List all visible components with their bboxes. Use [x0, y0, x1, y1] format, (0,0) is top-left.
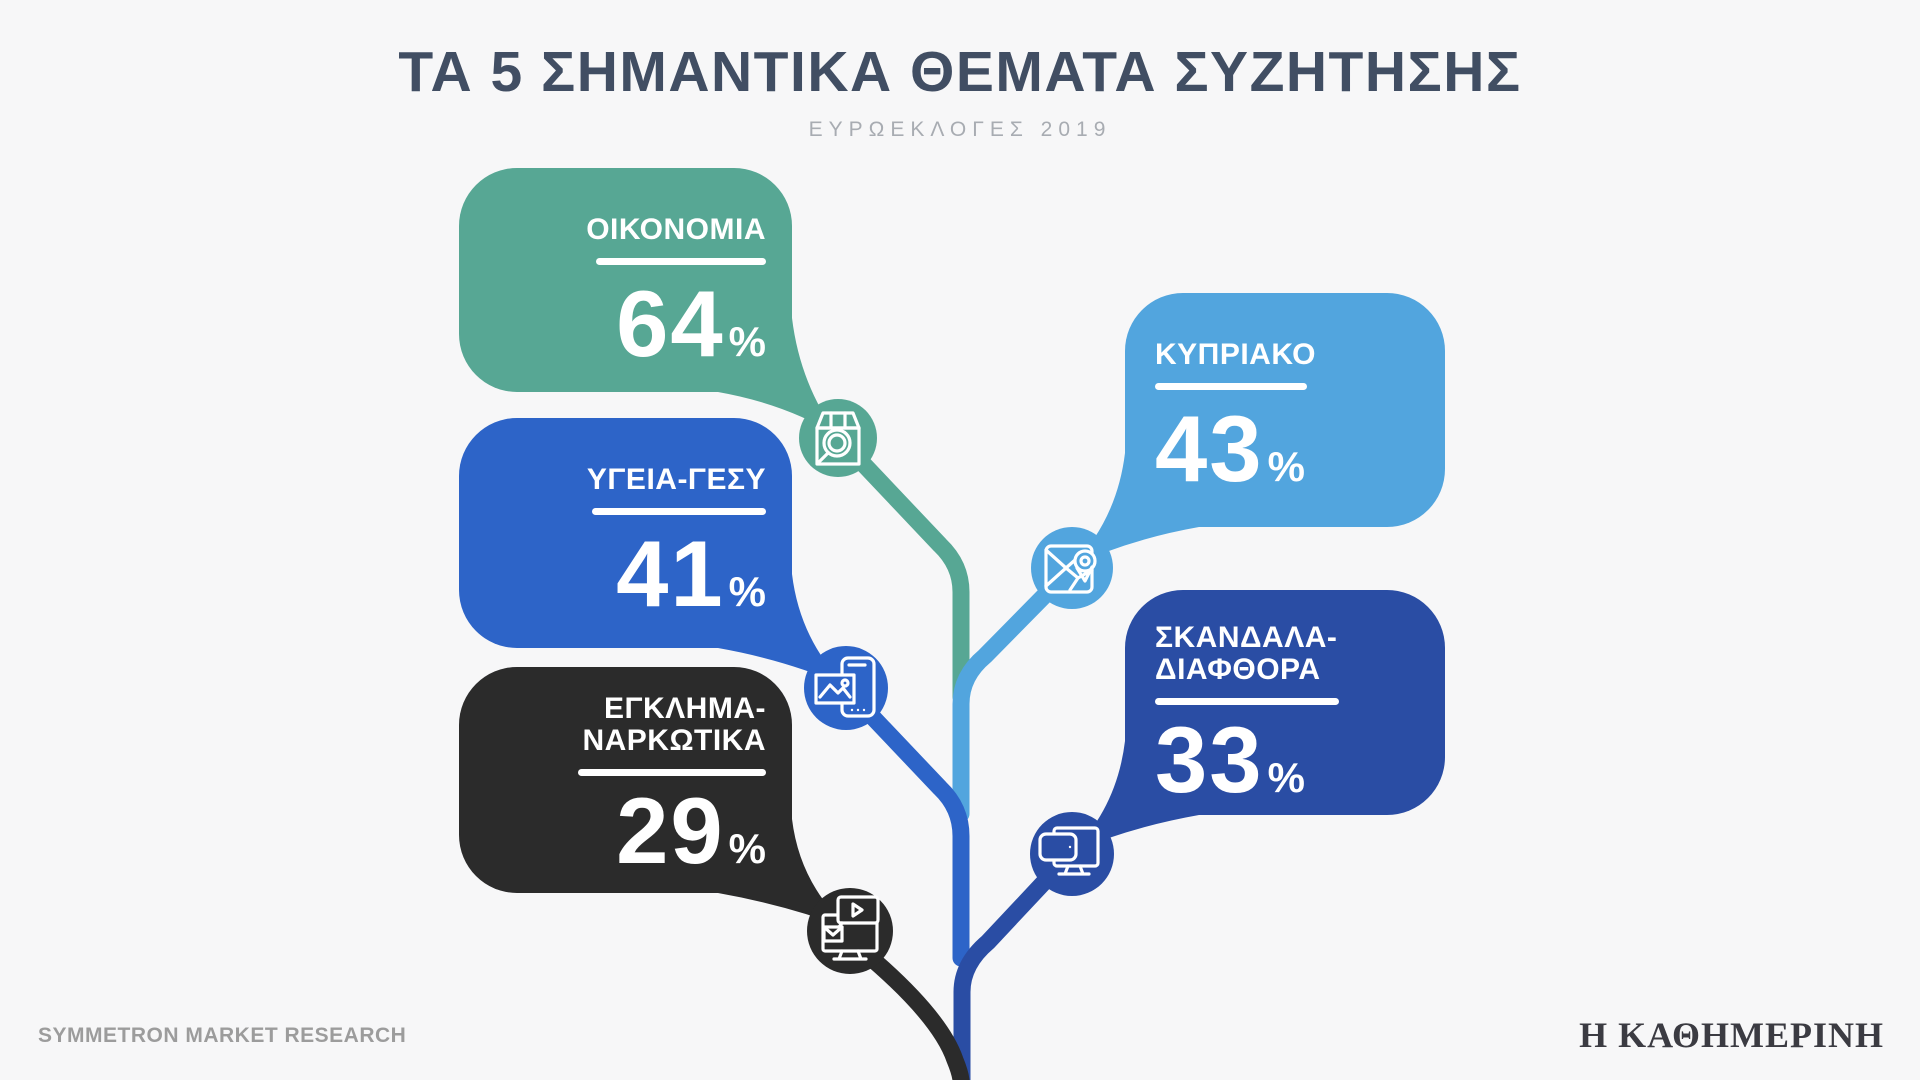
tail-crime: [718, 819, 850, 929]
bubble-label: ΥΓΕΙΑ-ΓΕΣΥ: [586, 463, 766, 496]
subtitle: ΕΥΡΩΕΚΛΟΓΕΣ 2019: [808, 118, 1112, 141]
map-pin-icon: [1044, 544, 1097, 594]
video-monitor-icon: [821, 895, 880, 961]
bubble-label: ΟΙΚΟΝΟΜΙΑ: [586, 213, 766, 246]
phone-photo-icon: [814, 656, 876, 718]
label-underline: [592, 508, 766, 515]
percent: 33 %: [1155, 713, 1305, 807]
percent-value: 33: [1155, 707, 1264, 812]
package-search-icon: [815, 411, 861, 466]
percent-value: 43: [1155, 396, 1264, 501]
percent-unit: %: [728, 825, 766, 872]
tail-health: [718, 574, 846, 686]
publisher-logo: Η ΚΑΘΗΜΕΡΙΝΗ: [1579, 1015, 1884, 1055]
percent-value: 29: [616, 778, 725, 883]
percent-unit: %: [1267, 443, 1305, 490]
branch-cyprus: [952, 583, 1057, 823]
bubble-scandals: ΣΚΑΝΔΑΛΑ- ΔΙΑΦΘΟΡΑ 33 %: [1125, 590, 1445, 815]
percent-unit: %: [728, 318, 766, 365]
percent-value: 41: [616, 521, 725, 626]
percent-value: 64: [616, 271, 725, 376]
bubble-label: ΣΚΑΝΔΑΛΑ- ΔΙΑΦΘΟΡΑ: [1155, 621, 1338, 686]
label-underline: [1155, 383, 1307, 390]
page-title: ΤΑ 5 ΣΗΜΑΝΤΙΚΑ ΘΕΜΑΤΑ ΣΥΖΗΤΗΣΗΣ: [398, 40, 1522, 104]
percent: 64 %: [616, 277, 766, 371]
bubble-economy: ΟΙΚΟΝΟΜΙΑ 64 %: [459, 168, 792, 392]
branches: [843, 443, 1057, 1080]
circle-cyprus: [1031, 527, 1113, 609]
devices-icon: [1038, 826, 1100, 876]
bubble-tails: [718, 318, 1199, 929]
branch-crime: [855, 943, 970, 1080]
bubble-label: ΕΓΚΛΗΜΑ- ΝΑΡΚΩΤΙΚΑ: [582, 692, 766, 757]
percent-unit: %: [728, 568, 766, 615]
label-underline: [578, 769, 766, 776]
bubble-label: ΚΥΠΡΙΑΚΟ: [1155, 338, 1316, 371]
percent-unit: %: [1267, 754, 1305, 801]
label-underline: [596, 258, 766, 265]
tail-cyprus: [1072, 453, 1199, 566]
bubble-cyprus: ΚΥΠΡΙΑΚΟ 43 %: [1125, 293, 1445, 527]
branch-scandals: [953, 869, 1057, 1080]
percent: 41 %: [616, 527, 766, 621]
percent: 43 %: [1155, 402, 1305, 496]
source-credit: SYMMETRON MARKET RESEARCH: [38, 1024, 407, 1047]
branch-health: [857, 701, 970, 967]
branch-economy: [843, 443, 970, 706]
bubble-crime: ΕΓΚΛΗΜΑ- ΝΑΡΚΩΤΙΚΑ 29 %: [459, 667, 792, 893]
bubble-health: ΥΓΕΙΑ-ΓΕΣΥ 41 %: [459, 418, 792, 648]
label-underline: [1155, 698, 1339, 705]
percent: 29 %: [616, 784, 766, 878]
tail-scandals: [1072, 741, 1199, 852]
tail-economy: [718, 318, 838, 436]
